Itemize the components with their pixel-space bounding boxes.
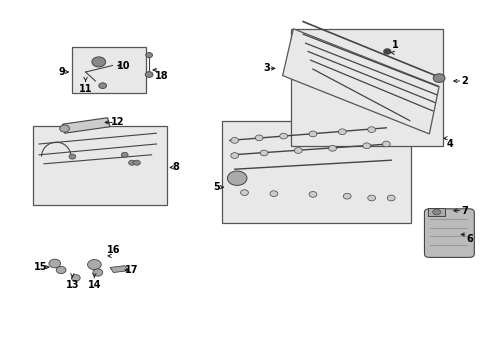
Circle shape bbox=[121, 152, 128, 157]
Circle shape bbox=[227, 171, 246, 185]
Circle shape bbox=[69, 154, 76, 159]
Circle shape bbox=[230, 138, 238, 143]
Circle shape bbox=[133, 160, 140, 165]
FancyBboxPatch shape bbox=[424, 209, 473, 257]
Circle shape bbox=[308, 192, 316, 197]
Circle shape bbox=[93, 269, 102, 276]
Circle shape bbox=[71, 275, 80, 281]
Text: 2: 2 bbox=[460, 76, 467, 86]
Circle shape bbox=[308, 131, 316, 137]
Text: 12: 12 bbox=[110, 117, 124, 127]
Circle shape bbox=[432, 209, 440, 215]
Bar bbox=[33, 126, 167, 205]
Circle shape bbox=[49, 259, 61, 268]
Text: 8: 8 bbox=[172, 162, 179, 172]
Polygon shape bbox=[62, 118, 110, 133]
Circle shape bbox=[362, 143, 370, 149]
Text: 14: 14 bbox=[87, 280, 101, 290]
Circle shape bbox=[432, 74, 444, 82]
Circle shape bbox=[367, 195, 375, 201]
Text: 1: 1 bbox=[391, 40, 398, 50]
Circle shape bbox=[367, 127, 375, 132]
Circle shape bbox=[269, 191, 277, 197]
Text: 6: 6 bbox=[465, 234, 472, 244]
Text: 7: 7 bbox=[460, 206, 467, 216]
Circle shape bbox=[60, 125, 69, 132]
Text: 16: 16 bbox=[107, 245, 121, 255]
Bar bbox=[290, 29, 442, 146]
Circle shape bbox=[338, 129, 346, 135]
Bar bbox=[222, 121, 410, 223]
Circle shape bbox=[383, 49, 390, 54]
Circle shape bbox=[145, 72, 153, 77]
Circle shape bbox=[328, 145, 336, 151]
Circle shape bbox=[128, 160, 135, 165]
Circle shape bbox=[87, 260, 101, 270]
Circle shape bbox=[260, 150, 267, 156]
Circle shape bbox=[56, 266, 66, 274]
Circle shape bbox=[145, 53, 152, 58]
Text: 18: 18 bbox=[154, 71, 168, 81]
Circle shape bbox=[92, 57, 105, 67]
Polygon shape bbox=[110, 266, 128, 273]
Bar bbox=[72, 47, 145, 93]
Circle shape bbox=[255, 135, 263, 141]
Text: 9: 9 bbox=[58, 67, 65, 77]
Circle shape bbox=[386, 195, 394, 201]
Circle shape bbox=[230, 153, 238, 158]
Text: 5: 5 bbox=[213, 182, 220, 192]
Circle shape bbox=[279, 133, 287, 139]
Circle shape bbox=[343, 193, 350, 199]
Circle shape bbox=[294, 148, 302, 153]
Text: 3: 3 bbox=[263, 63, 269, 73]
Polygon shape bbox=[282, 29, 438, 134]
Text: 15: 15 bbox=[34, 262, 47, 272]
Text: 10: 10 bbox=[117, 60, 130, 71]
Circle shape bbox=[382, 141, 389, 147]
Circle shape bbox=[240, 190, 248, 195]
Bar bbox=[427, 208, 444, 216]
Circle shape bbox=[99, 83, 106, 89]
Text: 17: 17 bbox=[125, 265, 139, 275]
Text: 11: 11 bbox=[79, 84, 92, 94]
Text: 13: 13 bbox=[65, 280, 79, 290]
Text: 4: 4 bbox=[446, 139, 452, 149]
